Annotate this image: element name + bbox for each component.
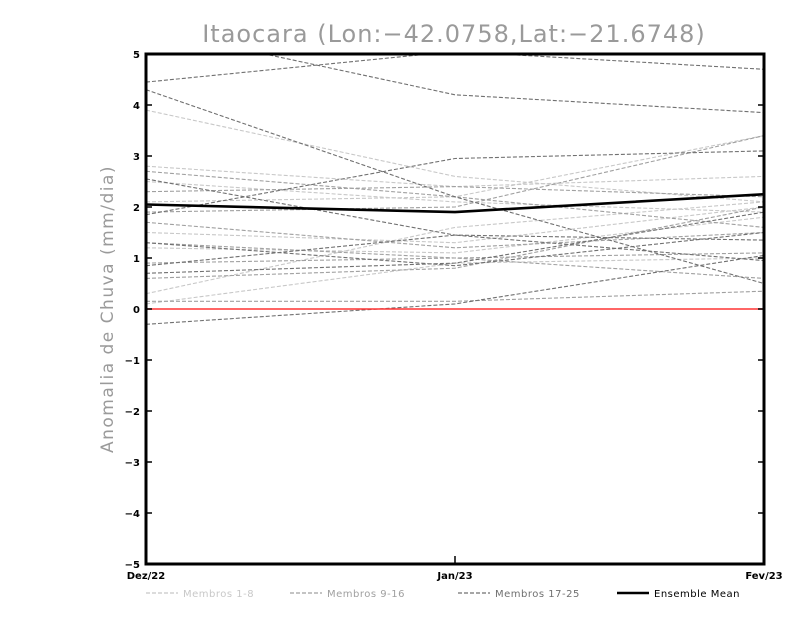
- y-tick-label: −3: [125, 458, 140, 469]
- y-tick-label: −4: [125, 509, 140, 520]
- member-line-m24: [146, 254, 764, 325]
- member-line-m8: [146, 135, 764, 203]
- member-line-m20: [146, 150, 764, 216]
- member-line-m15: [146, 242, 764, 279]
- y-tick-label: 1: [133, 254, 140, 265]
- member-line-m9: [146, 186, 764, 198]
- member-line-m7: [146, 257, 764, 305]
- member-line-m23: [146, 211, 764, 274]
- legend-label: Membros 1-8: [183, 589, 254, 600]
- x-tick-label: Dez/22: [127, 571, 166, 582]
- member-line-m19: [262, 54, 764, 114]
- member-line-m1: [146, 109, 764, 203]
- chart-title: Itaocara (Lon:−42.0758,Lat:−21.6748): [202, 20, 706, 48]
- legend-label: Membros 17-25: [495, 589, 580, 600]
- member-line-m17: [146, 54, 764, 83]
- member-line-m16: [146, 135, 764, 213]
- member-line-m21: [146, 178, 764, 241]
- member-line-m3: [146, 180, 764, 213]
- ensemble-mean-line: [146, 193, 764, 214]
- x-tick-label: Jan/23: [436, 571, 472, 582]
- member-line-m4: [146, 206, 764, 244]
- y-tick-label: −5: [125, 560, 140, 571]
- member-line-m13: [146, 290, 764, 302]
- member-line-m12: [146, 206, 764, 279]
- member-line-m10: [146, 221, 764, 249]
- member-line-m2: [146, 165, 764, 188]
- member-line-m22: [146, 234, 764, 267]
- y-tick-label: 3: [133, 152, 140, 163]
- legend-label: Ensemble Mean: [654, 589, 740, 600]
- legend-label: Membros 9-16: [327, 589, 405, 600]
- y-tick-label: −1: [125, 356, 140, 367]
- member-line-m25: [146, 231, 764, 267]
- y-tick-label: 4: [133, 101, 140, 112]
- y-tick-label: −2: [125, 407, 140, 418]
- x-tick-label: Fev/23: [745, 571, 782, 582]
- member-line-m18: [146, 89, 764, 285]
- y-tick-label: 0: [133, 305, 140, 316]
- member-line-m6: [146, 201, 764, 295]
- y-tick-label: 2: [133, 203, 140, 214]
- member-line-m14: [146, 170, 764, 228]
- x-axis-ticks: Dez/22 Jan/23 Fev/23: [127, 556, 783, 582]
- y-axis-ticks: 5 4 3 2 1 0 −1 −2 −3 −4 −5: [125, 50, 764, 571]
- y-tick-label: 5: [133, 50, 140, 61]
- member-lines: [146, 54, 764, 325]
- legend: Membros 1-8 Membros 9-16 Membros 17-25 Ense…: [146, 589, 740, 600]
- mean-line-group: [146, 193, 764, 214]
- y-axis-label: Anomalia de Chuva (mm/dia): [98, 165, 118, 453]
